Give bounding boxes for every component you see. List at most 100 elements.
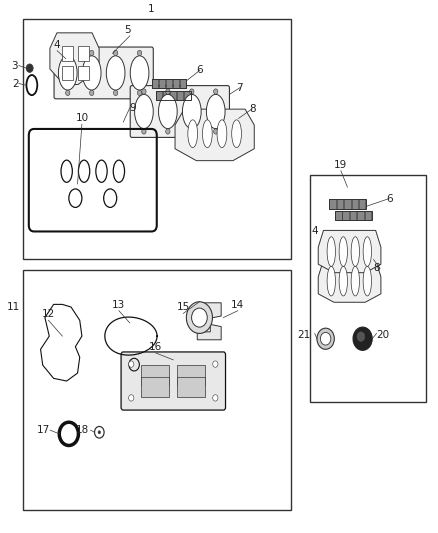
Bar xyxy=(156,91,191,100)
Bar xyxy=(343,211,349,220)
Circle shape xyxy=(321,333,331,345)
Circle shape xyxy=(213,395,218,401)
Circle shape xyxy=(89,90,94,95)
Circle shape xyxy=(166,89,170,94)
Ellipse shape xyxy=(351,237,360,266)
Bar xyxy=(170,91,177,100)
Text: 17: 17 xyxy=(37,425,50,435)
Bar xyxy=(335,211,342,220)
Bar xyxy=(177,365,205,385)
Circle shape xyxy=(357,332,365,341)
Bar xyxy=(152,79,186,88)
Bar xyxy=(141,377,170,398)
Text: 7: 7 xyxy=(237,83,243,93)
Ellipse shape xyxy=(188,120,198,148)
Text: 12: 12 xyxy=(42,309,55,319)
Circle shape xyxy=(190,129,194,134)
Bar xyxy=(184,91,190,100)
Ellipse shape xyxy=(351,266,360,296)
Bar xyxy=(329,199,336,209)
Ellipse shape xyxy=(58,56,77,90)
Bar xyxy=(78,66,88,80)
Ellipse shape xyxy=(202,120,212,148)
FancyBboxPatch shape xyxy=(54,47,153,99)
Bar xyxy=(177,377,205,398)
Text: 21: 21 xyxy=(297,329,311,340)
Text: 14: 14 xyxy=(231,300,244,310)
Polygon shape xyxy=(50,33,99,85)
Polygon shape xyxy=(197,303,221,340)
Circle shape xyxy=(98,431,101,434)
Text: 2: 2 xyxy=(12,78,19,88)
Text: 5: 5 xyxy=(124,25,131,35)
Text: 20: 20 xyxy=(377,329,390,340)
Bar xyxy=(152,79,158,88)
Bar xyxy=(159,79,165,88)
Text: 8: 8 xyxy=(374,263,380,273)
Circle shape xyxy=(138,90,142,95)
Bar xyxy=(364,211,371,220)
Text: 6: 6 xyxy=(196,65,202,75)
Bar xyxy=(357,211,364,220)
Text: 3: 3 xyxy=(11,61,18,70)
Bar xyxy=(141,365,170,385)
Text: 4: 4 xyxy=(54,39,60,50)
Bar xyxy=(62,46,73,61)
Bar xyxy=(311,175,426,402)
Bar xyxy=(23,19,291,260)
Text: 8: 8 xyxy=(250,104,256,114)
Circle shape xyxy=(166,129,170,134)
Bar xyxy=(23,270,291,511)
Ellipse shape xyxy=(183,94,201,128)
Circle shape xyxy=(66,90,70,95)
Ellipse shape xyxy=(327,266,336,296)
Bar xyxy=(156,91,162,100)
Circle shape xyxy=(190,89,194,94)
Ellipse shape xyxy=(130,56,149,90)
Text: 10: 10 xyxy=(75,113,88,123)
Text: 19: 19 xyxy=(334,160,347,169)
Bar xyxy=(166,79,172,88)
Circle shape xyxy=(113,50,118,55)
Ellipse shape xyxy=(339,237,347,266)
Ellipse shape xyxy=(82,56,101,90)
Ellipse shape xyxy=(363,266,371,296)
Circle shape xyxy=(142,89,146,94)
Ellipse shape xyxy=(339,266,347,296)
Bar xyxy=(180,79,186,88)
FancyBboxPatch shape xyxy=(121,352,226,410)
Circle shape xyxy=(191,308,207,327)
Circle shape xyxy=(66,50,70,55)
Bar xyxy=(350,211,356,220)
Ellipse shape xyxy=(206,94,225,128)
Ellipse shape xyxy=(217,120,227,148)
Ellipse shape xyxy=(327,237,336,266)
Circle shape xyxy=(214,89,218,94)
Circle shape xyxy=(26,64,33,72)
Bar xyxy=(337,199,343,209)
Circle shape xyxy=(186,302,212,334)
Polygon shape xyxy=(318,260,381,302)
FancyBboxPatch shape xyxy=(130,86,230,138)
Circle shape xyxy=(214,129,218,134)
Bar xyxy=(173,79,179,88)
Bar xyxy=(329,199,366,209)
Text: 13: 13 xyxy=(112,300,126,310)
Ellipse shape xyxy=(363,237,371,266)
Text: 15: 15 xyxy=(177,302,190,312)
Bar xyxy=(344,199,351,209)
Circle shape xyxy=(213,361,218,367)
Text: 1: 1 xyxy=(148,4,155,14)
Circle shape xyxy=(138,50,142,55)
Bar xyxy=(177,91,184,100)
Circle shape xyxy=(129,395,134,401)
Text: 6: 6 xyxy=(386,193,393,204)
Text: 18: 18 xyxy=(76,425,89,435)
Ellipse shape xyxy=(232,120,241,148)
Bar xyxy=(78,46,88,61)
Text: 9: 9 xyxy=(130,103,136,113)
Ellipse shape xyxy=(106,56,125,90)
Text: 4: 4 xyxy=(311,225,318,236)
Text: 16: 16 xyxy=(149,342,162,352)
Bar xyxy=(335,211,371,220)
